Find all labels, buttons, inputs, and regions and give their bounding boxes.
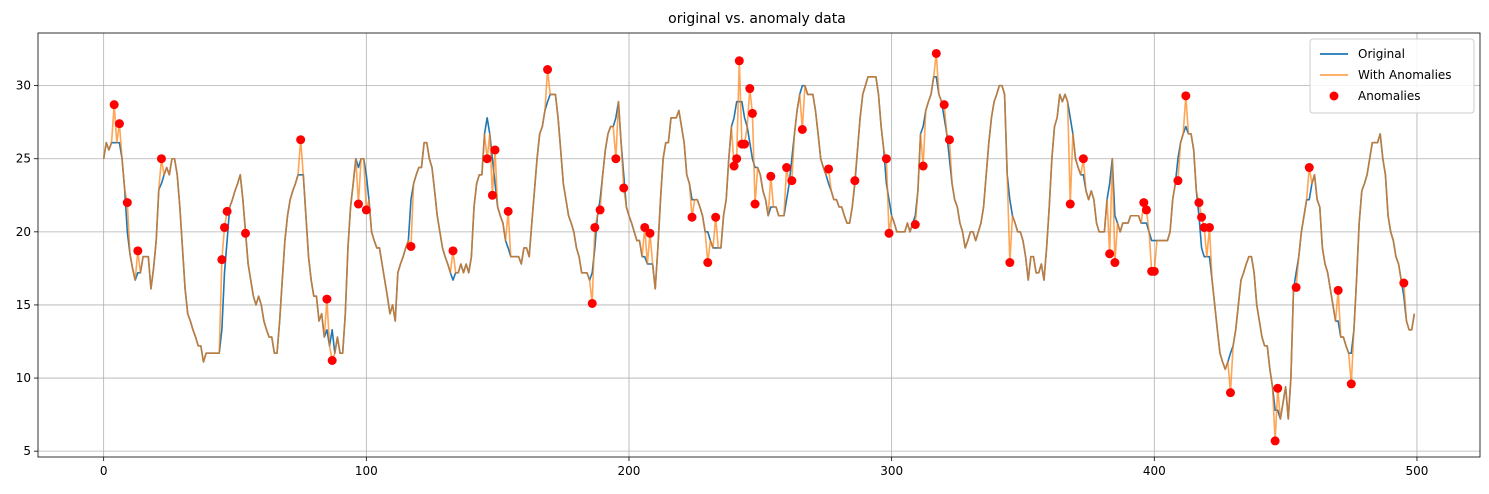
anomaly-point bbox=[1105, 249, 1115, 259]
anomaly-point bbox=[327, 356, 337, 366]
anomaly-point bbox=[217, 255, 227, 265]
anomaly-point bbox=[1304, 163, 1314, 173]
anomaly-point bbox=[1346, 379, 1356, 389]
anomaly-point bbox=[448, 246, 458, 256]
plot-frame bbox=[37, 32, 1481, 458]
anomaly-point bbox=[490, 145, 500, 155]
anomaly-point bbox=[590, 222, 600, 232]
anomaly-point bbox=[1173, 176, 1183, 186]
anomaly-point bbox=[595, 205, 605, 215]
anomaly-point bbox=[1194, 198, 1204, 208]
legend-box bbox=[1309, 38, 1475, 114]
anomaly-point bbox=[1065, 199, 1075, 209]
anomaly-point bbox=[931, 48, 941, 58]
anomaly-point bbox=[787, 176, 797, 186]
legend-label-with-anomalies: With Anomalies bbox=[1358, 68, 1452, 82]
anomaly-point bbox=[503, 206, 513, 216]
anomaly-point bbox=[133, 246, 143, 256]
y-tick-label: 25 bbox=[16, 152, 31, 166]
anomaly-point bbox=[619, 183, 629, 193]
anomaly-point bbox=[1141, 205, 1151, 215]
anomaly-point bbox=[1078, 154, 1088, 164]
legend-label-anomalies: Anomalies bbox=[1358, 89, 1421, 103]
anomaly-point bbox=[687, 212, 697, 222]
series-line-original bbox=[102, 76, 1416, 420]
anomaly-point bbox=[1270, 436, 1280, 446]
anomaly-point bbox=[156, 154, 166, 164]
anomaly-point bbox=[1291, 282, 1301, 292]
series-layer bbox=[102, 48, 1416, 446]
y-tick-label: 5 bbox=[23, 444, 31, 458]
anomaly-point bbox=[361, 205, 371, 215]
anomaly-point bbox=[747, 108, 757, 118]
anomaly-point bbox=[296, 135, 306, 145]
x-tick-label: 100 bbox=[355, 464, 378, 478]
anomaly-point bbox=[944, 135, 954, 145]
legend-label-original: Original bbox=[1358, 47, 1405, 61]
anomaly-point bbox=[611, 154, 621, 164]
anomaly-point bbox=[1110, 258, 1120, 268]
x-tick-label: 0 bbox=[100, 464, 108, 478]
legend: Original With Anomalies Anomalies bbox=[1309, 38, 1475, 114]
y-tick-label: 30 bbox=[16, 79, 31, 93]
anomaly-point bbox=[1204, 222, 1214, 232]
anomaly-point bbox=[114, 119, 124, 129]
anomaly-point bbox=[587, 298, 597, 308]
anomaly-point bbox=[1399, 278, 1409, 288]
anomaly-point bbox=[543, 65, 553, 75]
anomaly-point bbox=[1333, 285, 1343, 295]
anomaly-point bbox=[1225, 388, 1235, 398]
x-tick-label: 200 bbox=[618, 464, 641, 478]
anomaly-point bbox=[482, 154, 492, 164]
anomaly-point bbox=[1181, 91, 1191, 101]
anomaly-point bbox=[910, 220, 920, 230]
anomaly-point bbox=[640, 222, 650, 232]
anomaly-point bbox=[782, 163, 792, 173]
anomaly-point bbox=[122, 198, 132, 208]
chart-title: original vs. anomaly data bbox=[668, 11, 846, 27]
anomaly-point bbox=[766, 171, 776, 181]
anomaly-point bbox=[241, 228, 251, 238]
anomaly-point bbox=[732, 154, 742, 164]
x-tick-label: 400 bbox=[1143, 464, 1166, 478]
x-tick-label: 500 bbox=[1406, 464, 1429, 478]
anomaly-point bbox=[322, 294, 332, 304]
anomaly-point bbox=[824, 164, 834, 174]
anomaly-point bbox=[750, 199, 760, 209]
anomaly-point bbox=[881, 154, 891, 164]
anomaly-point bbox=[711, 212, 721, 222]
y-tick-label: 20 bbox=[16, 225, 31, 239]
anomaly-point bbox=[1197, 212, 1207, 222]
anomaly-point bbox=[1139, 198, 1149, 208]
anomaly-point bbox=[487, 190, 497, 200]
anomaly-point bbox=[703, 258, 713, 268]
legend-swatch-anomalies bbox=[1329, 91, 1339, 101]
anomaly-point bbox=[745, 84, 755, 94]
anomaly-point bbox=[1273, 383, 1283, 393]
anomaly-point bbox=[1149, 266, 1159, 276]
anomaly-point bbox=[884, 228, 894, 238]
y-tick-label: 10 bbox=[16, 371, 31, 385]
anomaly-point bbox=[729, 161, 739, 171]
anomaly-point bbox=[222, 206, 232, 216]
series-line-with-anomalies bbox=[102, 52, 1416, 442]
anomaly-point bbox=[850, 176, 860, 186]
anomaly-point bbox=[406, 241, 416, 251]
anomaly-point bbox=[939, 100, 949, 110]
axes: 0 100 200 300 400 500 5 10 15 20 25 30 bbox=[16, 32, 1481, 478]
grid bbox=[38, 33, 1480, 457]
y-tick-label: 15 bbox=[16, 298, 31, 312]
anomaly-point bbox=[797, 124, 807, 134]
anomaly-point bbox=[645, 228, 655, 238]
anomaly-point bbox=[918, 161, 928, 171]
anomaly-point bbox=[109, 100, 119, 110]
anomaly-point bbox=[734, 56, 744, 66]
anomaly-point bbox=[219, 222, 229, 232]
anomaly-point bbox=[740, 139, 750, 149]
x-tick-label: 300 bbox=[880, 464, 903, 478]
anomaly-point bbox=[1005, 258, 1015, 268]
anomaly-point bbox=[353, 199, 363, 209]
